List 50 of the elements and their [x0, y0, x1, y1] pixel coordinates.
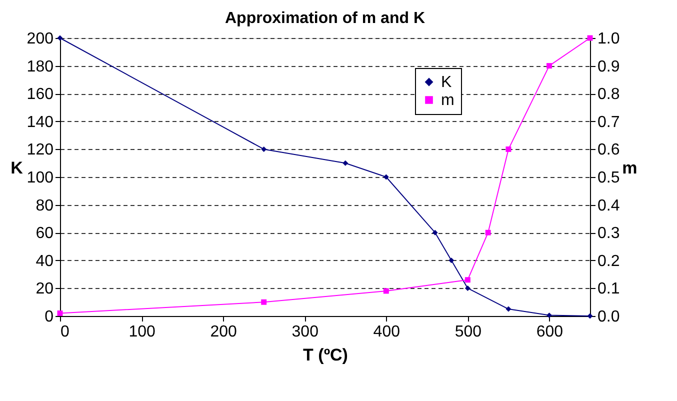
- y2-tick-label: 1.0: [598, 30, 620, 48]
- y-tick-label: 40: [36, 252, 54, 270]
- x-tick-label: 400: [373, 324, 400, 340]
- x-tick-label: 300: [292, 324, 319, 340]
- x-tick-label: 100: [128, 324, 156, 340]
- point: [448, 258, 454, 264]
- legend-label: m: [441, 92, 454, 109]
- point: [546, 63, 552, 69]
- point: [464, 277, 470, 283]
- y-tick-label: 100: [26, 170, 54, 186]
- legend-label: K: [441, 74, 452, 91]
- y-tick-label: 80: [36, 197, 54, 214]
- x-tick-label: 0: [60, 324, 70, 340]
- y-tick-label: 120: [26, 142, 54, 159]
- y2-tick-label: 0.5: [598, 170, 620, 186]
- y2-tick-label: 0.2: [598, 252, 620, 270]
- y2-tick-label: 0.7: [598, 114, 620, 131]
- y2-tick-label: 0.1: [598, 280, 620, 298]
- y2-tick-label: 0.3: [598, 225, 620, 242]
- y-tick-label: 180: [26, 58, 54, 76]
- y2-axis-title: m: [622, 158, 638, 178]
- point: [432, 230, 438, 236]
- y-tick-label: 0: [44, 308, 54, 326]
- y2-tick-label: 0.4: [598, 197, 620, 214]
- y-tick-label: 160: [26, 86, 54, 104]
- y-tick-label: 60: [36, 225, 54, 242]
- y-tick-label: 140: [26, 114, 54, 131]
- point: [506, 146, 512, 152]
- x-axis-title: T (ºC): [303, 346, 348, 364]
- point: [261, 299, 267, 305]
- point: [506, 306, 512, 312]
- chart-title: Approximation of m and K: [225, 10, 426, 27]
- point: [383, 288, 389, 294]
- y2-tick-label: 0.9: [598, 58, 620, 76]
- x-tick-label: 500: [454, 324, 482, 340]
- point: [383, 174, 389, 180]
- x-tick-label: 200: [210, 324, 238, 340]
- y-tick-label: 20: [36, 280, 54, 298]
- point: [464, 285, 470, 291]
- x-tick-label: 600: [536, 324, 564, 340]
- y2-tick-label: 0.6: [598, 142, 620, 159]
- y2-tick-label: 0.8: [598, 86, 620, 104]
- point: [485, 230, 491, 236]
- y2-tick-label: 0.0: [598, 308, 620, 326]
- y-tick-label: 200: [26, 30, 54, 48]
- point: [261, 146, 267, 152]
- y-axis-title: K: [10, 158, 24, 178]
- point: [546, 312, 552, 318]
- point: [587, 313, 593, 319]
- point: [342, 160, 348, 166]
